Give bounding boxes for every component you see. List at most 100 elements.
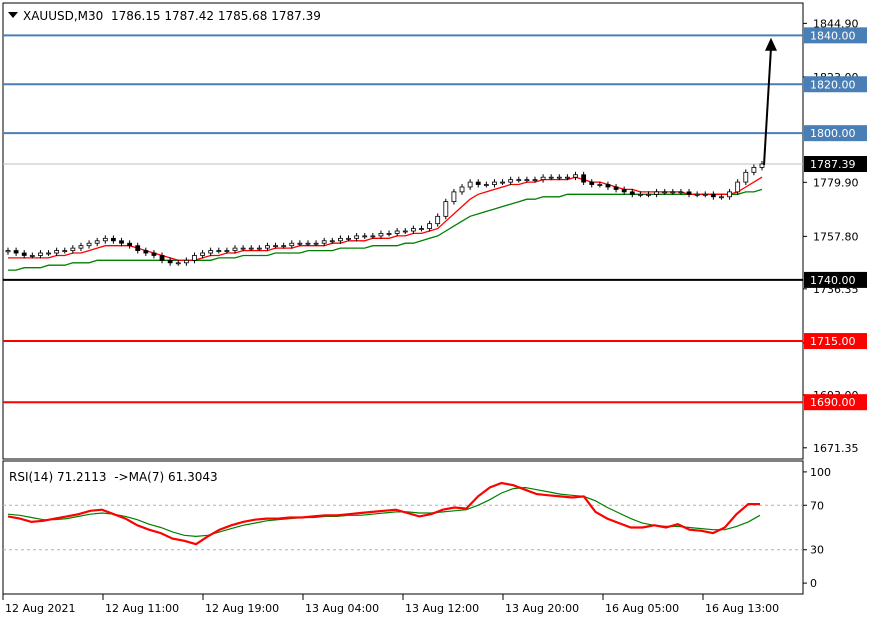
candle-body (338, 237, 343, 242)
candle-body (686, 191, 692, 195)
candle-body (110, 237, 116, 242)
level-label: 1840.00 (810, 29, 856, 42)
candle-body (500, 181, 505, 184)
candle-body (751, 167, 757, 173)
candle-body (597, 184, 603, 186)
level-tag (804, 125, 867, 142)
candle-body (289, 242, 295, 247)
candle-body (167, 259, 173, 264)
rsi-label: RSI(14) 71.2113 (9, 470, 107, 484)
time-tick-label: 12 Aug 19:00 (205, 602, 279, 615)
price-tick-label: 1671.35 (813, 442, 859, 455)
candle-body (410, 228, 416, 232)
candle-body (183, 259, 189, 264)
candle-body (240, 247, 246, 250)
time-axis: 12 Aug 2021 12 Aug 11:00 12 Aug 19:00 13 Au… (2, 594, 779, 615)
candle-body (78, 245, 84, 249)
rsi-ma-line (7, 486, 761, 538)
level-tag (804, 271, 867, 288)
candle-body (556, 176, 562, 179)
candle-body (629, 191, 635, 195)
candle-body (313, 242, 319, 245)
candle-body (524, 179, 530, 182)
rsi-line (7, 481, 760, 546)
rsi-ma-label: ->MA(7) 61.3043 (114, 470, 218, 484)
candle-body (5, 250, 11, 253)
level-label: 1740.00 (810, 274, 856, 287)
candle-body (548, 176, 554, 179)
candle-body (329, 240, 335, 243)
candle-body (362, 235, 368, 238)
arrow-shaft (763, 47, 772, 166)
candle-body (265, 245, 270, 249)
candle-body (321, 240, 327, 244)
moving-averages (8, 176, 763, 271)
time-tick-label: 13 Aug 04:00 (305, 602, 379, 615)
level-label: 1820.00 (810, 78, 856, 91)
price-tick-label: 1844.90 (813, 17, 859, 30)
candle-body (46, 252, 51, 255)
candle-body (565, 176, 570, 179)
candle-body (516, 179, 522, 182)
candle-body (70, 247, 76, 251)
candle-body (127, 242, 133, 247)
candle-body (435, 215, 441, 225)
price-tick-label: 1757.80 (813, 230, 859, 243)
candle-body (467, 181, 473, 188)
candle-body (354, 235, 360, 239)
candle-body (532, 179, 538, 182)
slow-ma-line (8, 188, 763, 271)
candle-body (702, 193, 708, 196)
candle-body (94, 240, 100, 244)
time-tick-label: 13 Aug 20:00 (505, 602, 579, 615)
candle-body (508, 179, 514, 183)
candles (5, 161, 765, 266)
candle-body (192, 255, 197, 261)
candle-body (670, 191, 676, 194)
rsi-header: RSI(14) 71.2113 ->MA(7) 61.3043 (9, 470, 218, 484)
candle-body (305, 242, 311, 245)
candle-body (151, 252, 157, 256)
menu-triangle-icon[interactable] (8, 12, 18, 18)
candle-body (654, 191, 660, 195)
candle-body (662, 191, 668, 194)
candle-body (710, 193, 716, 198)
symbol-label: XAUUSD,M30 (23, 9, 104, 23)
ohlc-values: 1786.15 1787.42 1785.68 1787.39 (110, 9, 321, 23)
candle-body (540, 176, 546, 181)
candle-body (175, 262, 181, 265)
time-tick-label: 16 Aug 05:00 (605, 602, 679, 615)
price-tick-label: 1779.90 (813, 176, 859, 189)
candle-body (273, 245, 278, 248)
fast-ma-line (8, 176, 763, 261)
candle-body (394, 230, 400, 234)
time-tick-label: 12 Aug 11:00 (105, 602, 179, 615)
rsi-tick-label: 100 (810, 466, 831, 479)
candle-body (451, 191, 457, 203)
candle-body (694, 193, 700, 196)
candle-body (143, 250, 149, 254)
candle-body (29, 255, 35, 257)
chart-header: XAUUSD,M30 1786.15 1787.42 1785.68 1787.… (8, 9, 321, 23)
level-tag (804, 27, 867, 44)
rsi-tick-label: 30 (810, 544, 824, 557)
candle-body (135, 245, 141, 251)
rsi-indicator: 100 70 30 0 (3, 466, 831, 590)
horizontal-levels: 1840.00 1820.00 1800.00 1740.00 1715.00 1690.… (3, 27, 867, 411)
candle-body (119, 240, 124, 244)
candle-body (370, 235, 376, 238)
candle-body (483, 184, 489, 186)
time-tick-label: 16 Aug 13:00 (705, 602, 779, 615)
level-label: 1690.00 (810, 396, 856, 409)
level-label: 1800.00 (810, 127, 856, 140)
candle-body (208, 250, 214, 254)
candle-body (256, 247, 262, 250)
candle-body (281, 245, 287, 248)
candle-body (102, 237, 108, 242)
candle-body (248, 247, 254, 250)
level-label: 1715.00 (810, 335, 856, 348)
candle-body (637, 193, 643, 196)
candle-body (159, 255, 165, 261)
candle-body (86, 242, 92, 247)
trend-arrow (763, 37, 777, 166)
